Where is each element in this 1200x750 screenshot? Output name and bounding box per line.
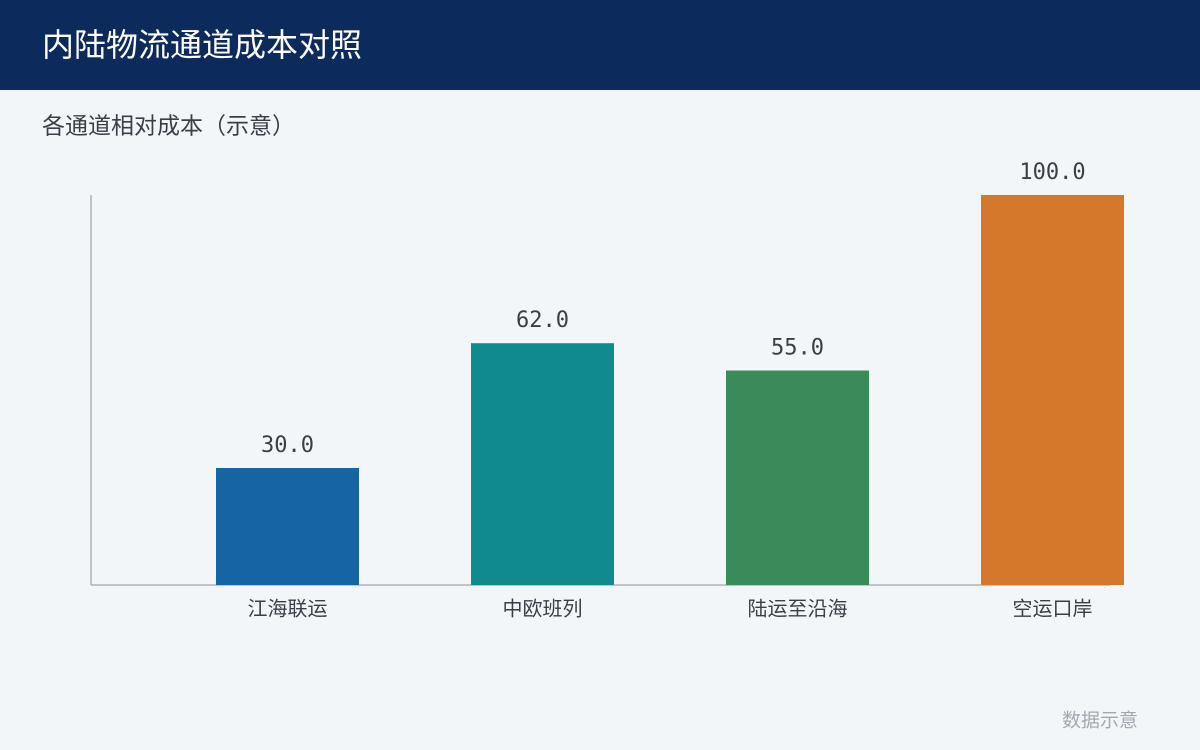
header-bar — [0, 0, 1200, 90]
footnote: 数据示意 — [1062, 710, 1138, 732]
data-label: 62.0 — [516, 308, 569, 333]
bar — [726, 370, 869, 585]
data-label: 55.0 — [771, 336, 824, 361]
data-label: 100.0 — [1019, 160, 1085, 185]
chart-title: 内陆物流通道成本对照 — [42, 26, 362, 64]
x-tick-label: 陆运至沿海 — [748, 597, 848, 621]
data-label: 30.0 — [261, 433, 314, 458]
chart-subtitle: 各通道相对成本（示意） — [42, 114, 295, 140]
bar — [216, 468, 359, 585]
bar — [471, 343, 614, 585]
x-tick-label: 中欧班列 — [503, 597, 583, 621]
bar — [981, 195, 1124, 585]
x-tick-label: 江海联运 — [248, 597, 328, 621]
x-tick-label: 空运口岸 — [1013, 597, 1093, 621]
